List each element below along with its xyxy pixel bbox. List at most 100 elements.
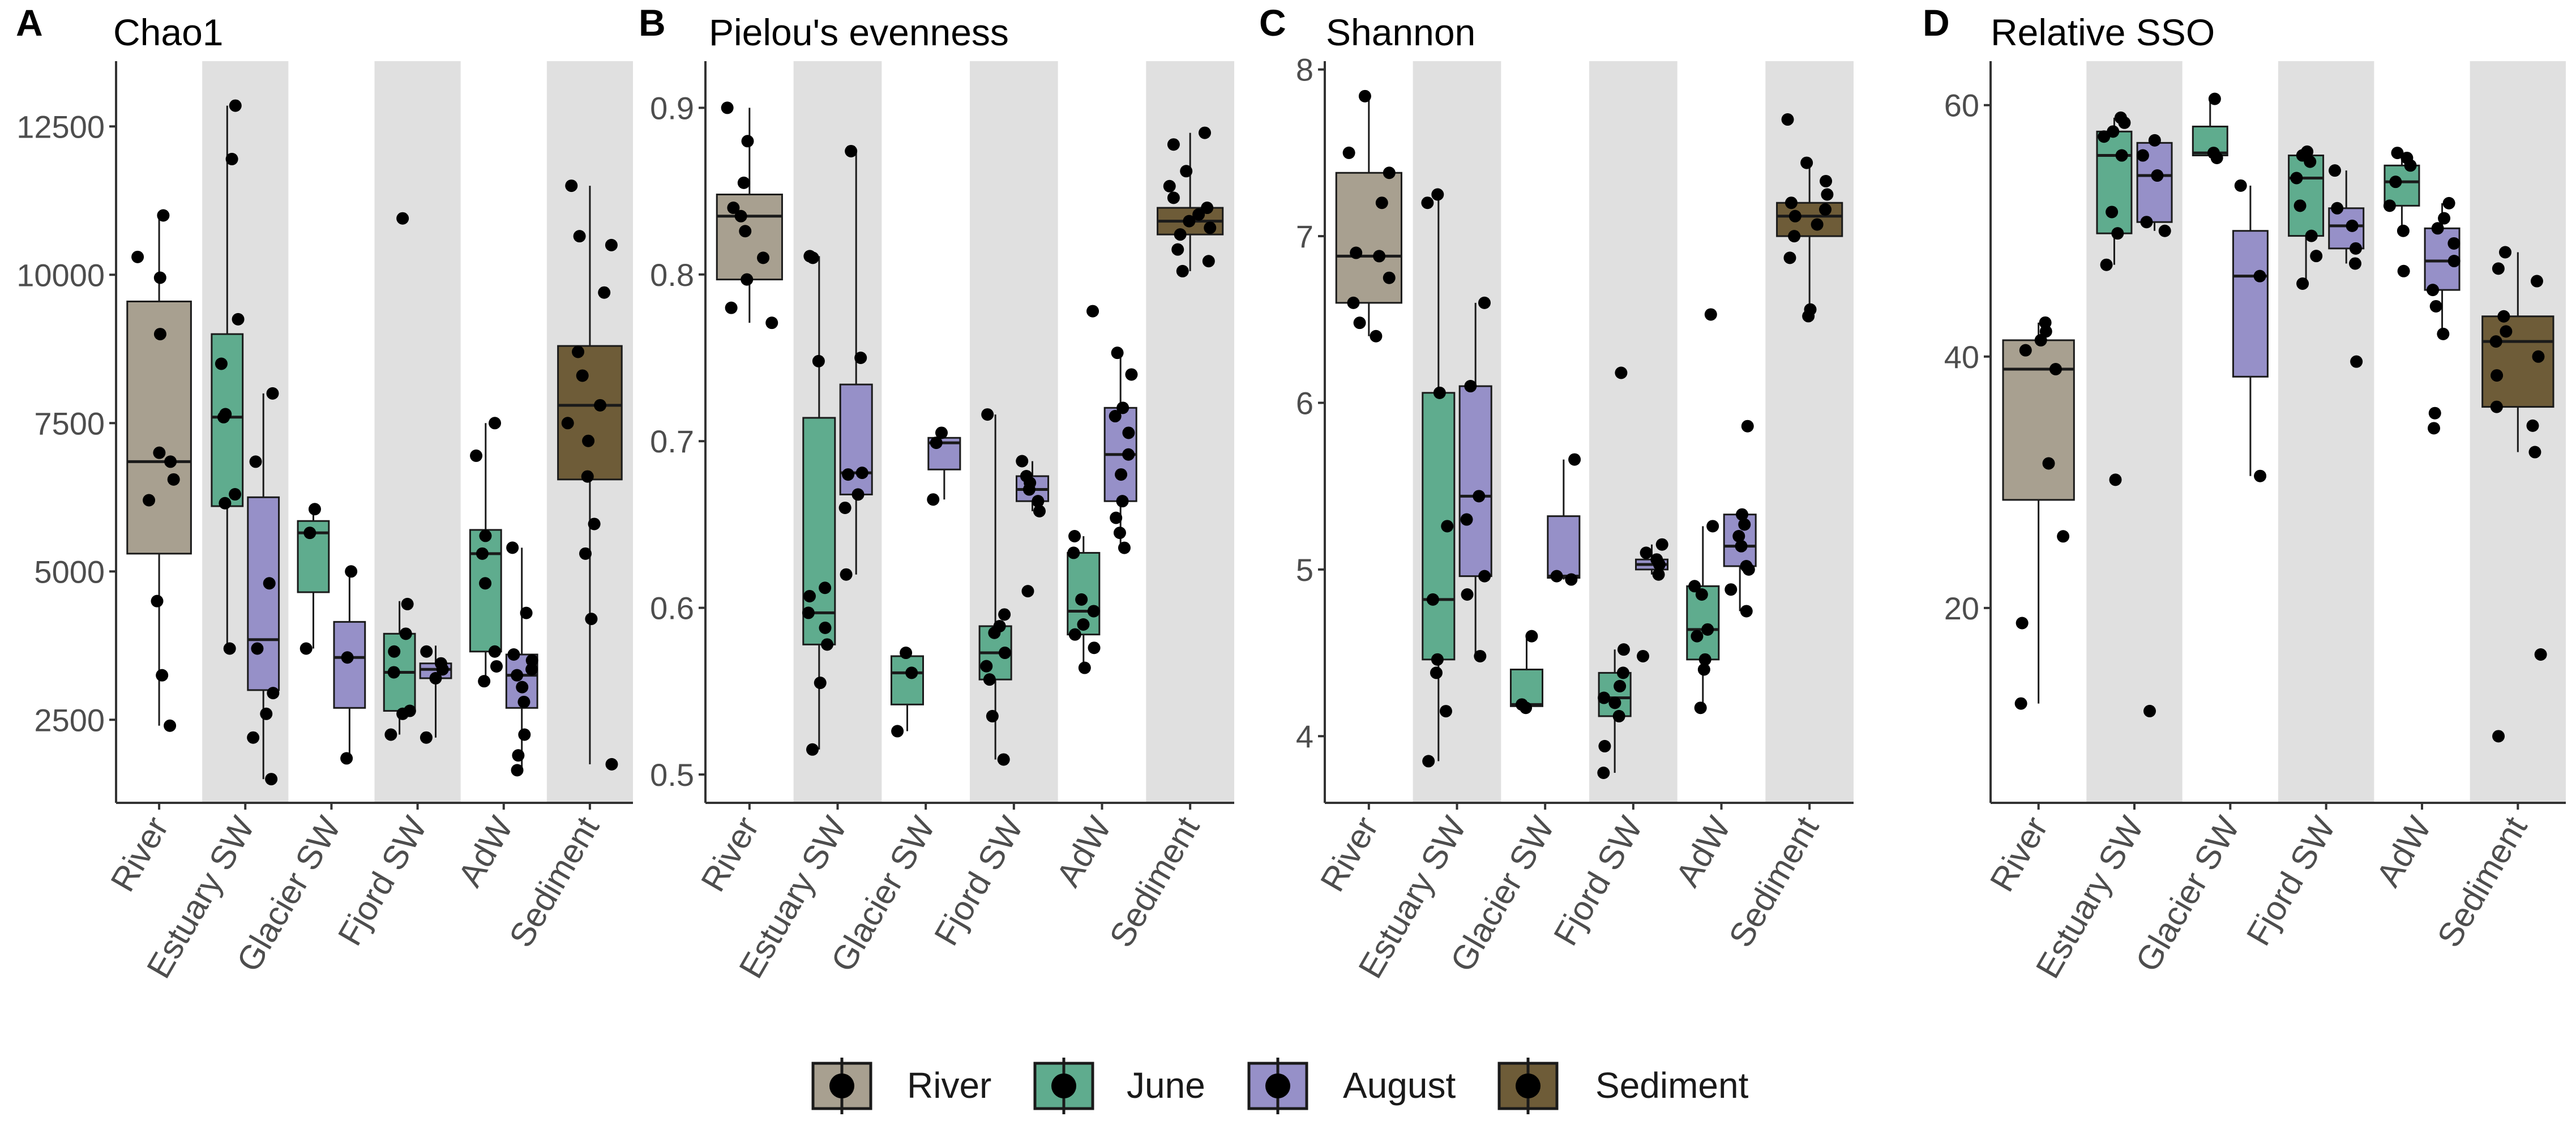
data-point [2532, 350, 2545, 363]
data-point [2497, 310, 2510, 323]
data-point [721, 101, 734, 114]
legend-item-august: August [1247, 1058, 1456, 1114]
data-point [2397, 264, 2410, 277]
data-point [1655, 538, 1668, 551]
data-point [2016, 617, 2029, 630]
data-point [1525, 630, 1538, 643]
data-point [1616, 666, 1629, 679]
y-tick-label: 0.7 [650, 424, 694, 459]
data-point [1122, 426, 1135, 439]
data-point [565, 179, 578, 193]
box-estuary-sw-june [211, 99, 245, 655]
x-tick-label-sediment: Sediment [1102, 810, 1207, 953]
data-point [1460, 513, 1473, 526]
legend-item-june: June [1033, 1058, 1205, 1114]
panel-title: Chao1 [113, 11, 224, 53]
data-point [1116, 495, 1129, 508]
box-adw-august [1103, 347, 1138, 554]
data-point [1785, 196, 1798, 209]
data-point [930, 437, 943, 450]
box-fjord-sw-august [2328, 164, 2365, 368]
y-tick-label: 0.9 [650, 90, 694, 126]
legend-key-sediment-point [1516, 1073, 1541, 1098]
data-point [1478, 570, 1491, 583]
panel-letter: A [16, 2, 43, 44]
data-point [1788, 230, 1801, 243]
data-point [765, 316, 778, 330]
box-iqr [2232, 230, 2269, 378]
data-point [2348, 257, 2361, 270]
data-point [219, 408, 232, 421]
data-point [851, 488, 865, 501]
box-iqr [2096, 130, 2133, 234]
data-point [2140, 216, 2153, 229]
data-point [855, 467, 868, 480]
data-point [2293, 199, 2307, 212]
box-estuary-sw-august [2136, 134, 2173, 717]
data-point [2391, 147, 2404, 160]
data-point [582, 434, 595, 447]
data-point [1698, 653, 1711, 666]
data-point [588, 517, 601, 531]
data-point [1788, 209, 1802, 223]
data-point [1122, 448, 1135, 461]
legend-label-sediment: Sediment [1595, 1065, 1749, 1106]
data-point [737, 176, 750, 189]
data-point [1086, 305, 1099, 318]
data-point [983, 673, 996, 686]
data-point [819, 581, 832, 594]
data-point [232, 313, 245, 326]
data-point [1167, 138, 1180, 151]
x-tick-label-fjord-sw: Fjord SW [927, 810, 1030, 952]
data-point [157, 209, 170, 222]
data-point [388, 645, 401, 658]
data-point [579, 547, 592, 560]
data-point [1078, 661, 1091, 674]
data-point [1615, 366, 1628, 379]
box-sediment-sediment [2481, 246, 2554, 743]
data-point [1067, 546, 1080, 559]
shaded-band-fjord-sw [970, 61, 1058, 803]
data-point [2490, 400, 2503, 413]
box-river-river [716, 101, 783, 330]
data-point [512, 749, 525, 762]
data-point [1568, 453, 1581, 466]
data-point [576, 369, 589, 382]
data-point [1358, 89, 1371, 102]
x-tick-label-adw: AdW [1049, 810, 1119, 893]
data-point [265, 773, 278, 786]
data-point [1781, 113, 1794, 126]
legend-key-august-point [1265, 1073, 1290, 1098]
data-point [229, 488, 242, 501]
data-point [1637, 649, 1650, 662]
data-point [303, 527, 316, 540]
data-point [842, 468, 855, 481]
box-fjord-sw-august [419, 645, 452, 744]
data-point [2208, 92, 2221, 105]
box-adw-august [505, 541, 538, 777]
data-point [727, 202, 740, 215]
box-fjord-sw-june [978, 408, 1012, 766]
data-point [1732, 529, 1745, 542]
data-point [1430, 666, 1443, 679]
box-adw-june [2383, 147, 2420, 277]
data-point [1725, 583, 1738, 596]
data-point [741, 135, 754, 148]
data-point [819, 621, 832, 634]
data-point [2290, 172, 2303, 185]
data-point [1016, 455, 1029, 468]
data-point [2100, 258, 2113, 271]
data-point [2491, 369, 2504, 382]
panel-title: Pielou's evenness [709, 11, 1009, 53]
data-point [986, 709, 999, 722]
data-point [2039, 316, 2052, 329]
data-point [153, 446, 166, 459]
data-point [2143, 704, 2156, 717]
data-point [757, 251, 770, 264]
data-point [2310, 250, 2323, 263]
x-tick-label-adw: AdW [1668, 810, 1738, 893]
data-point [1740, 559, 1753, 572]
y-tick-label: 12500 [16, 109, 105, 144]
data-point [341, 651, 354, 664]
